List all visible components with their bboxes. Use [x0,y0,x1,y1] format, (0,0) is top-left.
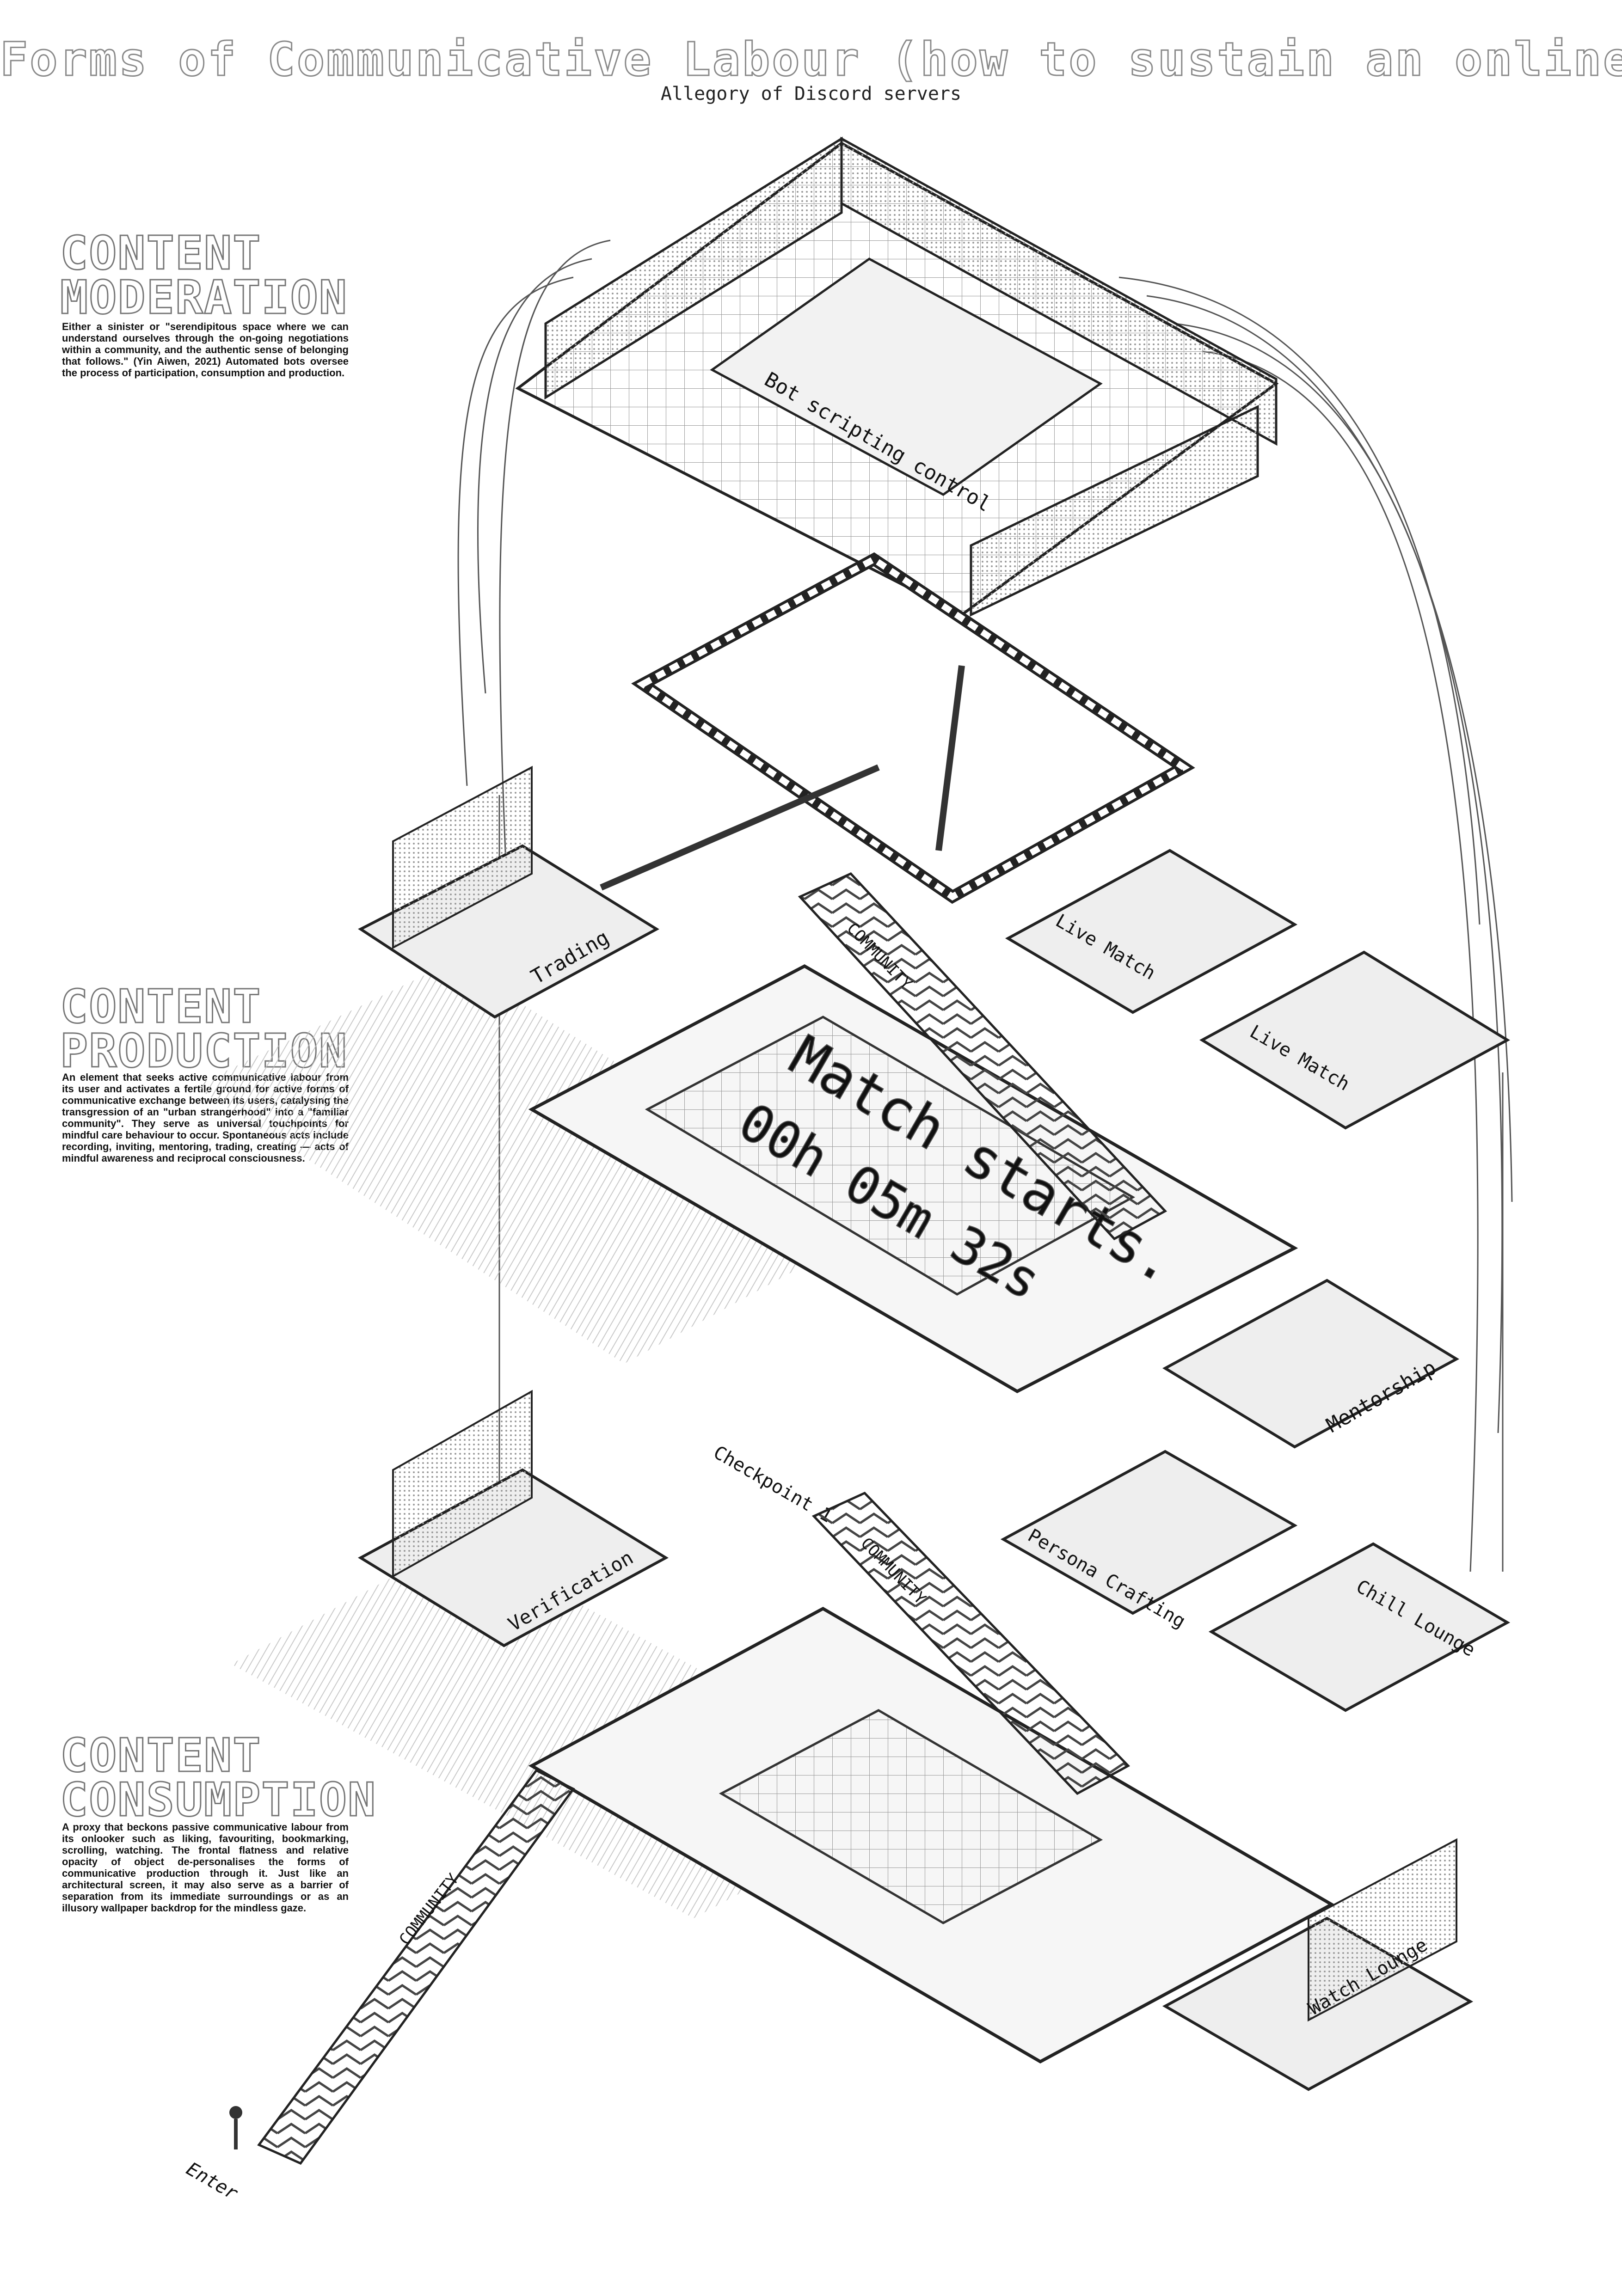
entry-person-icon [229,2106,242,2119]
consumption-heading: CONTENT CONSUMPTION [59,1732,376,1824]
moderation-heading: CONTENT MODERATION [59,229,348,321]
trading-screen [392,765,533,949]
moderation-body: Either a sinister or "serendipitous spac… [62,321,349,379]
bot-server-racks-front [970,405,1259,617]
chill-lounge-pod [1208,1542,1511,1712]
label-enter: Enter [183,2158,241,2204]
moderation-heading-line2: MODERATION [59,270,348,325]
camera-track [600,552,1195,904]
bot-control-floor [710,257,1103,496]
consumption-heading-line2: CONSUMPTION [59,1773,377,1827]
bot-server-racks-right [840,136,1278,446]
persona-crafting-pod [1000,1450,1298,1615]
moderation-heading-line1: CONTENT [59,226,262,280]
verification-screen [392,1390,533,1578]
production-level: Match starts. 00h 05m 32s Trading Live M… [194,765,1510,1449]
poster-title: Forms of Communicative Labour (how to su… [0,32,1622,87]
ramp-entry [257,1769,575,2165]
consumption-level: Verification Checkpoint 1 Persona Crafti… [183,1390,1511,2204]
live-match-pod-2 [1199,950,1510,1130]
consumption-body: A proxy that beckons passive communicati… [62,1821,349,1914]
bot-server-racks-left [544,136,843,400]
mentorship-pod [1162,1279,1460,1449]
bot-control-level: Bot scripting control [515,136,1279,617]
poster-subtitle: Allegory of Discord servers [660,83,962,104]
watch-lounge-screen [1308,1838,1457,2022]
production-heading-line1: CONTENT [59,980,262,1034]
ramp-mid [811,1491,1130,1795]
live-match-pod-1 [1005,849,1298,1014]
chess-board [719,1709,1103,1924]
consumption-heading-line1: CONTENT [59,1728,262,1782]
production-shadow [194,961,879,1364]
ramp-upper [798,872,1167,1241]
